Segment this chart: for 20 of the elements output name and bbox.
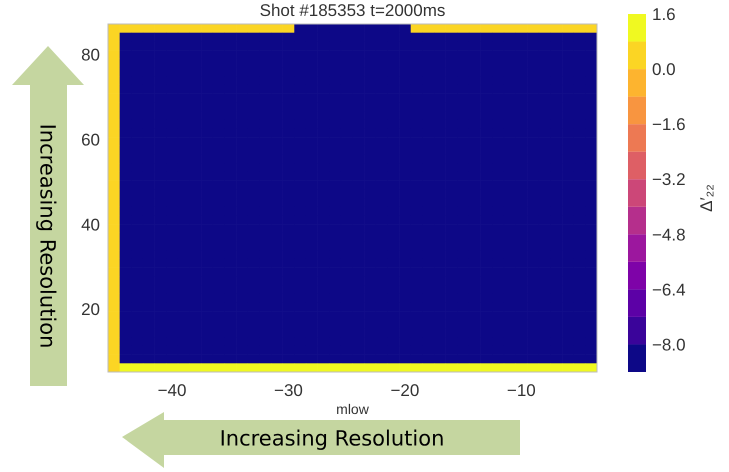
y-tick-label: 60: [81, 130, 100, 150]
x-tick-label: −40: [158, 381, 186, 400]
x-tick-label: −30: [274, 381, 303, 400]
color-bar-title: Δ′₂₂: [697, 184, 716, 212]
color-bar-label: −3.2: [652, 170, 686, 190]
chart-title: Shot #185353 t=2000ms: [260, 1, 446, 20]
color-bar-label: −4.8: [652, 225, 686, 244]
color-bar-label: −1.6: [652, 115, 686, 134]
color-bar-label: −6.4: [652, 280, 686, 300]
text: Increasing Resolution: [220, 426, 444, 450]
y-tick-label: 20: [81, 300, 100, 320]
x-axis-title: mlow: [336, 401, 370, 417]
x-tick-label: −10: [506, 381, 536, 400]
color-bar-label: 0.0: [652, 60, 676, 80]
y-tick-label: 80: [81, 46, 100, 65]
y-tick-label: 40: [81, 215, 100, 234]
color-bar-label: −8.0: [652, 335, 686, 354]
color-bar-label: 1.6: [652, 4, 676, 24]
x-tick-label: −20: [390, 381, 420, 400]
text: Increasing Resolution: [36, 124, 60, 348]
